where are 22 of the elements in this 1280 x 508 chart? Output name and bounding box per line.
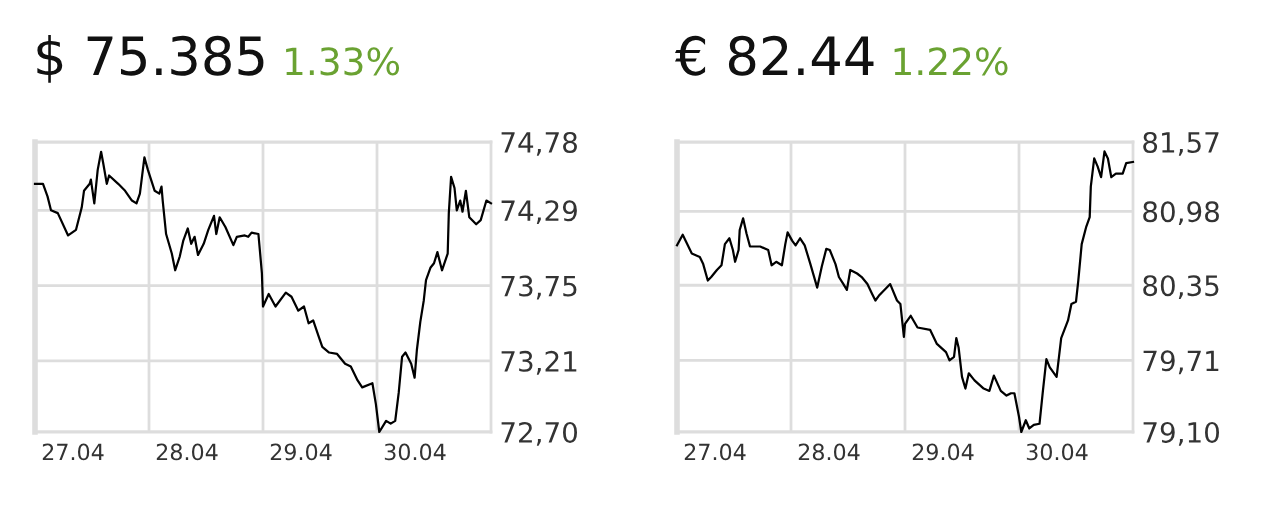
chart-title: € 82.44 [675,35,874,76]
chart-subtitle: 1.22% [894,47,1008,76]
x-tick-label: 30.04 [384,443,446,461]
y-tick-label: 73,75 [501,275,577,300]
y-tick-label: 74,29 [501,200,577,225]
x-tick-label: 30.04 [1026,443,1088,461]
y-tick-label: 73,21 [501,350,577,375]
x-tick-label: 27.04 [42,443,104,461]
chart-subtitle: 1.33% [286,47,400,76]
chart-title: $ 75.385 [37,34,264,83]
x-tick-label: 28.04 [798,443,860,461]
y-tick-label: 79,10 [1143,421,1220,446]
y-tick-label: 80,35 [1143,275,1219,300]
y-tick-label: 72,70 [501,421,578,446]
y-tick-label: 74,78 [501,131,577,156]
x-tick-label: 29.04 [270,443,332,461]
y-tick-label: 80,98 [1143,201,1219,226]
y-tick-label: 79,71 [1143,350,1219,375]
x-tick-label: 28.04 [156,443,218,461]
x-tick-label: 29.04 [912,443,974,461]
x-tick-label: 27.04 [684,443,746,461]
y-tick-label: 81,57 [1143,131,1219,156]
